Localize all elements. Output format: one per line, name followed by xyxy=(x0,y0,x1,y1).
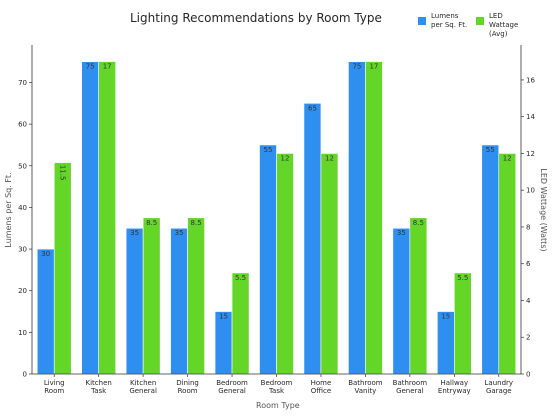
label-wattage-8: 8.5 xyxy=(413,219,424,227)
bar-lumens-6 xyxy=(303,103,322,375)
bar-wattage-3 xyxy=(187,217,205,375)
label-wattage-4: 5.5 xyxy=(235,274,246,282)
legend-swatch-lumens xyxy=(418,17,426,25)
label-wattage-1: 17 xyxy=(103,63,112,71)
legend-swatch-wattage xyxy=(476,17,484,25)
x-tick-label-2-line2: General xyxy=(129,387,157,395)
y-tick-label-right-7: 14 xyxy=(526,113,535,121)
bar-lumens-10 xyxy=(481,144,500,375)
x-tick-label-5-line2: Task xyxy=(268,387,285,395)
y-tick-label-left-7: 70 xyxy=(18,79,27,87)
bar-lumens-1 xyxy=(81,61,99,375)
x-tick-label-0-line1: Living xyxy=(44,379,65,387)
bar-lumens-2 xyxy=(125,227,144,375)
bar-lumens-9 xyxy=(437,311,455,375)
bar-wattage-9 xyxy=(454,272,472,375)
bar-lumens-3 xyxy=(170,227,188,375)
x-tick-label-6-line1: Home xyxy=(311,379,332,387)
y-tick-label-right-6: 12 xyxy=(526,150,535,158)
bar-wattage-6 xyxy=(320,153,339,375)
y-tick-label-left-2: 20 xyxy=(18,287,27,295)
label-wattage-10: 12 xyxy=(503,154,512,162)
label-lumens-10: 55 xyxy=(486,146,495,154)
x-tick-label-10-line1: Laundry xyxy=(485,379,514,387)
x-tick-label-8-line2: General xyxy=(396,387,424,395)
y-tick-label-left-6: 60 xyxy=(18,121,27,129)
x-tick-label-8-line1: Bathroom xyxy=(393,379,428,387)
label-lumens-3: 35 xyxy=(175,229,184,237)
label-lumens-1: 75 xyxy=(86,63,95,71)
label-lumens-9: 15 xyxy=(441,313,450,321)
x-tick-label-9-line2: Entryway xyxy=(438,387,471,395)
bar-wattage-1 xyxy=(98,61,116,375)
label-lumens-0: 30 xyxy=(41,250,50,258)
label-lumens-6: 65 xyxy=(308,104,317,112)
bar-lumens-4 xyxy=(214,311,233,375)
bar-wattage-8 xyxy=(409,217,428,375)
bar-lumens-0 xyxy=(36,248,55,375)
label-lumens-4: 15 xyxy=(219,313,228,321)
x-tick-label-4-line1: Bedroom xyxy=(216,379,248,387)
x-tick-label-7-line1: Bathroom xyxy=(348,379,383,387)
label-wattage-9: 5.5 xyxy=(457,274,468,282)
y-tick-label-left-1: 10 xyxy=(18,329,27,337)
bar-wattage-5 xyxy=(276,153,294,375)
x-tick-label-6-line2: Office xyxy=(311,387,331,395)
y-axis-label-right: LED Wattage (Watts) xyxy=(539,168,548,252)
legend-label-lumens: Lumens per Sq. Ft. xyxy=(431,12,468,29)
label-lumens-5: 55 xyxy=(264,146,273,154)
label-wattage-2: 8.5 xyxy=(146,219,157,227)
label-lumens-8: 35 xyxy=(397,229,406,237)
x-tick-label-1-line2: Task xyxy=(90,387,107,395)
bar-lumens-8 xyxy=(392,227,411,375)
y-tick-label-left-3: 30 xyxy=(18,246,27,254)
bar-lumens-7 xyxy=(348,61,366,375)
bar-wattage-2 xyxy=(142,217,161,375)
x-tick-label-10-line2: Garage xyxy=(486,387,512,395)
x-tick-label-3-line2: Room xyxy=(178,387,198,395)
label-lumens-2: 35 xyxy=(130,229,139,237)
x-tick-label-4-line2: General xyxy=(218,387,246,395)
y-tick-label-right-2: 4 xyxy=(526,297,531,305)
y-tick-label-left-0: 0 xyxy=(23,371,27,379)
label-wattage-5: 12 xyxy=(281,154,290,162)
x-tick-label-7-line2: Vanity xyxy=(355,387,377,395)
y-tick-label-right-5: 10 xyxy=(526,187,535,195)
bar-wattage-0 xyxy=(53,162,72,375)
y-tick-label-right-8: 16 xyxy=(526,76,535,84)
label-wattage-0: 11.5 xyxy=(59,165,67,181)
x-tick-label-5-line1: Bedroom xyxy=(261,379,293,387)
bar-wattage-10 xyxy=(498,153,517,375)
bar-wattage-7 xyxy=(365,61,383,375)
x-tick-label-0-line2: Room xyxy=(44,387,64,395)
x-tick-label-3-line1: Dining xyxy=(176,379,199,387)
x-tick-label-1-line1: Kitchen xyxy=(86,379,112,387)
y-tick-label-right-4: 8 xyxy=(526,223,530,231)
label-wattage-6: 12 xyxy=(325,154,334,162)
bar-lumens-5 xyxy=(259,144,277,375)
y-tick-label-left-4: 40 xyxy=(18,204,27,212)
x-axis-label: Room Type xyxy=(256,401,300,410)
y-axis-label-left: Lumens per Sq. Ft. xyxy=(4,172,13,248)
legend-label-wattage: LED Wattage (Avg) xyxy=(489,12,519,38)
y-tick-label-left-5: 50 xyxy=(18,162,27,170)
x-tick-label-9-line1: Hallway xyxy=(441,379,469,387)
y-tick-label-right-1: 2 xyxy=(526,334,530,342)
y-tick-label-right-0: 0 xyxy=(526,371,530,379)
x-tick-label-2-line1: Kitchen xyxy=(130,379,156,387)
y-tick-label-right-3: 6 xyxy=(526,260,531,268)
label-wattage-7: 17 xyxy=(369,63,378,71)
chart-title: Lighting Recommendations by Room Type xyxy=(130,11,382,25)
label-wattage-3: 8.5 xyxy=(191,219,202,227)
label-lumens-7: 75 xyxy=(352,63,361,71)
bar-wattage-4 xyxy=(231,272,250,375)
